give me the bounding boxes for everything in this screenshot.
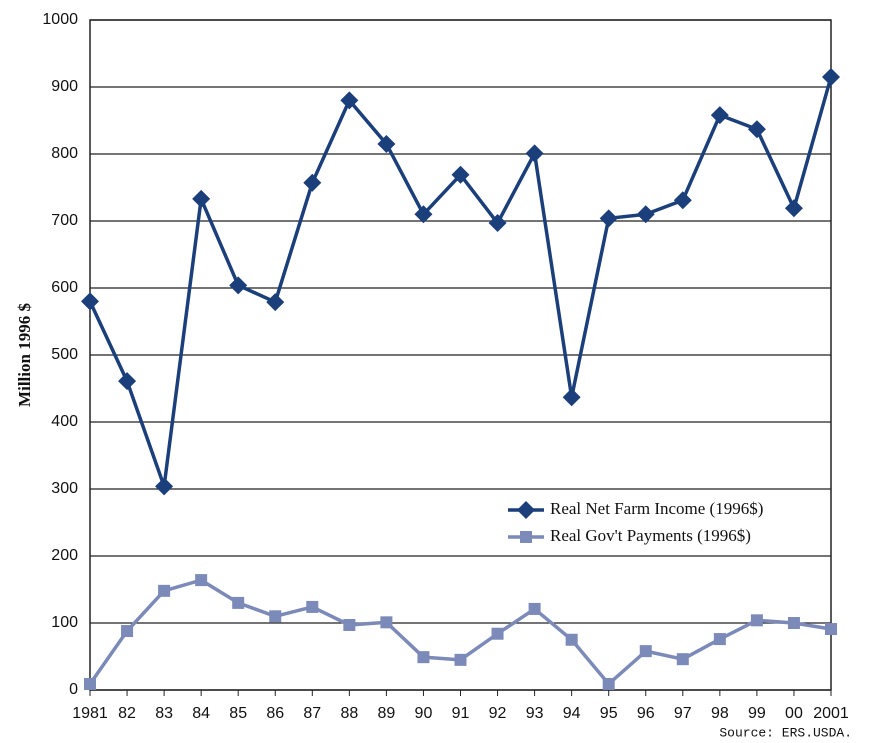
- data-point: [192, 189, 211, 208]
- data-point: [784, 199, 803, 218]
- x-tick-label: 87: [303, 705, 321, 722]
- y-tick-label: 200: [51, 547, 78, 564]
- x-tick-label: 89: [378, 705, 396, 722]
- series-line: [88, 578, 832, 686]
- y-tick-label: 100: [51, 614, 78, 631]
- x-tick-label: 94: [563, 705, 581, 722]
- data-point: [306, 600, 319, 613]
- data-point: [636, 205, 655, 224]
- x-tick-label: 83: [155, 705, 173, 722]
- data-point: [303, 173, 322, 192]
- x-tick-label: 00: [785, 705, 803, 722]
- data-point: [488, 214, 507, 233]
- y-tick-label: 0: [69, 681, 78, 698]
- legend-label: Real Net Farm Income (1996$): [550, 499, 763, 518]
- data-point: [525, 144, 544, 163]
- data-point: [822, 67, 840, 86]
- data-point: [414, 205, 433, 224]
- y-tick-label: 1000: [42, 11, 78, 28]
- y-tick-label: 900: [51, 78, 78, 95]
- data-point: [81, 292, 99, 311]
- y-tick-label: 400: [51, 413, 78, 430]
- x-tick-label: 95: [600, 705, 618, 722]
- x-tick-label: 1981: [72, 705, 108, 722]
- data-point: [229, 276, 248, 295]
- data-point: [565, 633, 578, 646]
- data-point: [417, 651, 430, 664]
- data-point: [528, 602, 541, 615]
- x-tick-label: 91: [452, 705, 470, 722]
- x-tick-label: 96: [637, 705, 655, 722]
- data-point: [491, 627, 504, 640]
- data-point: [825, 623, 837, 636]
- y-axis-label: Million 1996 $: [15, 303, 34, 407]
- x-tick-label: 97: [674, 705, 692, 722]
- x-tick-label: 92: [489, 705, 507, 722]
- data-point: [602, 677, 615, 690]
- x-tick-label: 85: [229, 705, 247, 722]
- data-point: [599, 209, 618, 228]
- y-tick-label: 500: [51, 346, 78, 363]
- data-point: [713, 633, 726, 646]
- data-point: [155, 477, 174, 496]
- data-point: [340, 91, 359, 110]
- y-tick-label: 700: [51, 212, 78, 229]
- y-tick-label: 600: [51, 279, 78, 296]
- y-tick-label: 300: [51, 480, 78, 497]
- data-point: [158, 584, 171, 597]
- legend-label: Real Gov't Payments (1996$): [550, 526, 751, 545]
- data-point: [451, 165, 470, 184]
- data-point: [750, 614, 763, 627]
- data-point: [676, 653, 689, 666]
- data-point: [266, 293, 285, 312]
- series-line: [88, 76, 833, 489]
- data-point: [377, 134, 396, 153]
- data-point: [710, 106, 729, 125]
- data-point: [118, 372, 137, 391]
- y-tick-label: 800: [51, 145, 78, 162]
- data-point: [380, 616, 393, 629]
- data-point: [454, 653, 467, 666]
- x-tick-label: 86: [266, 705, 284, 722]
- x-tick-label: 99: [748, 705, 766, 722]
- x-tick-label: 84: [192, 705, 210, 722]
- data-point: [343, 619, 356, 632]
- x-tick-label: 82: [118, 705, 136, 722]
- data-point: [673, 191, 692, 210]
- data-point: [232, 596, 245, 609]
- data-point: [787, 617, 800, 629]
- legend-marker: [520, 531, 532, 543]
- data-point: [195, 574, 208, 587]
- x-tick-label: 88: [340, 705, 358, 722]
- x-tick-label: 98: [711, 705, 729, 722]
- x-tick-label: 2001: [813, 705, 849, 722]
- legend-marker: [517, 501, 535, 519]
- data-point: [639, 645, 652, 658]
- x-tick-label: 93: [526, 705, 544, 722]
- data-point: [121, 625, 134, 638]
- data-point: [269, 610, 282, 623]
- data-point: [747, 120, 766, 139]
- source-note: Source: ERS.USDA.: [719, 725, 852, 740]
- data-point: [562, 388, 581, 407]
- x-tick-label: 90: [415, 705, 433, 722]
- data-point: [84, 677, 96, 690]
